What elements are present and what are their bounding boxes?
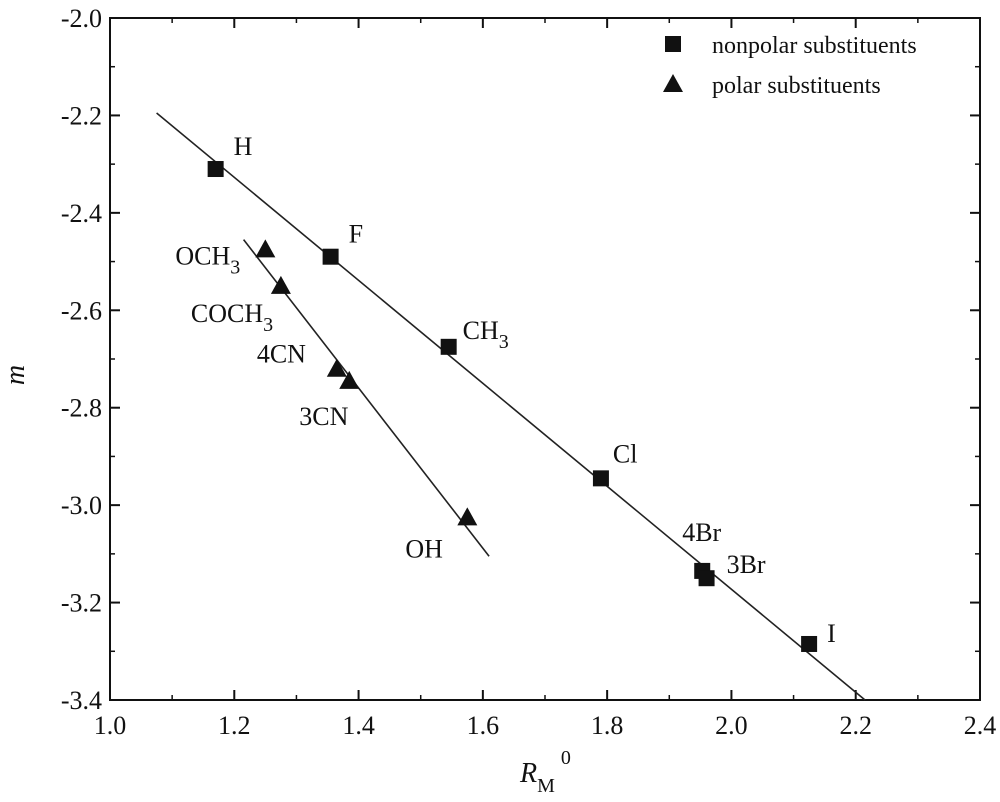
point-label-cl: Cl <box>613 439 638 468</box>
point-label-oh: OH <box>405 534 443 563</box>
point-label-4br: 4Br <box>682 518 721 547</box>
point-label-3cn: 3CN <box>299 402 348 431</box>
y-tick-label: -3.0 <box>61 491 102 520</box>
point-label-subscript: 3 <box>263 314 273 336</box>
y-tick-label: -3.4 <box>61 686 102 715</box>
x-tick-label: 2.0 <box>715 711 748 740</box>
square-point-f <box>322 248 339 265</box>
x-tick-label: 1.0 <box>94 711 127 740</box>
x-tick-label: 2.2 <box>839 711 872 740</box>
y-tick-label: -2.0 <box>61 4 102 33</box>
triangle-point-oh <box>457 507 478 526</box>
square-point-ch <box>440 338 457 355</box>
square-point-cl <box>592 470 609 487</box>
square-point-h <box>207 161 224 178</box>
point-label-subscript: 3 <box>499 331 509 353</box>
point-label-3br: 3Br <box>727 550 766 579</box>
data-points <box>207 161 818 652</box>
x-axis-title-subscript: M <box>537 775 555 797</box>
x-axis-title-superscript: 0 <box>561 747 571 769</box>
triangle-point-4cn <box>326 358 347 377</box>
legend-marker-square <box>665 36 681 52</box>
point-label-h: H <box>234 132 253 161</box>
point-label-4cn: 4CN <box>257 340 306 369</box>
square-point-i <box>801 635 818 652</box>
y-tick-label: -2.6 <box>61 296 102 325</box>
point-label-coch: COCH3 <box>191 299 273 336</box>
x-tick-label: 1.4 <box>342 711 375 740</box>
point-label-i: I <box>827 619 836 648</box>
x-tick-label: 2.4 <box>964 711 997 740</box>
fit-lines <box>156 112 866 701</box>
point-label-subscript: 3 <box>230 256 240 278</box>
y-tick-label: -2.4 <box>61 199 102 228</box>
y-axis-title: m <box>0 365 31 385</box>
x-axis-title: RM0 <box>519 747 571 797</box>
point-label-ch: CH3 <box>463 316 509 353</box>
legend-label: nonpolar substituents <box>712 33 917 59</box>
point-label-och: OCH3 <box>175 241 240 278</box>
legend-marker-triangle <box>663 74 683 92</box>
triangle-point-och <box>255 239 276 258</box>
triangle-point-coch <box>270 275 291 294</box>
legend: nonpolar substituents polar substituents <box>663 33 917 99</box>
nonpolar-fit-line <box>156 112 866 701</box>
legend-label: polar substituents <box>712 73 881 99</box>
x-tick-label: 1.2 <box>218 711 251 740</box>
point-label-f: F <box>349 220 363 249</box>
plot-frame <box>109 17 981 701</box>
axes-layer: 1.0 1.2 1.4 1.6 1.8 2.0 2.2 2.4 -2.0 -2.2 -2.4 -2.6… <box>0 4 996 797</box>
y-tick-label: -2.2 <box>61 101 102 130</box>
y-tick-label: -3.2 <box>61 589 102 618</box>
y-tick-label: -2.8 <box>61 394 102 423</box>
triangle-point-3cn <box>339 370 360 389</box>
x-tick-label: 1.6 <box>467 711 500 740</box>
square-point-3br <box>698 570 715 587</box>
x-tick-label: 1.8 <box>591 711 624 740</box>
